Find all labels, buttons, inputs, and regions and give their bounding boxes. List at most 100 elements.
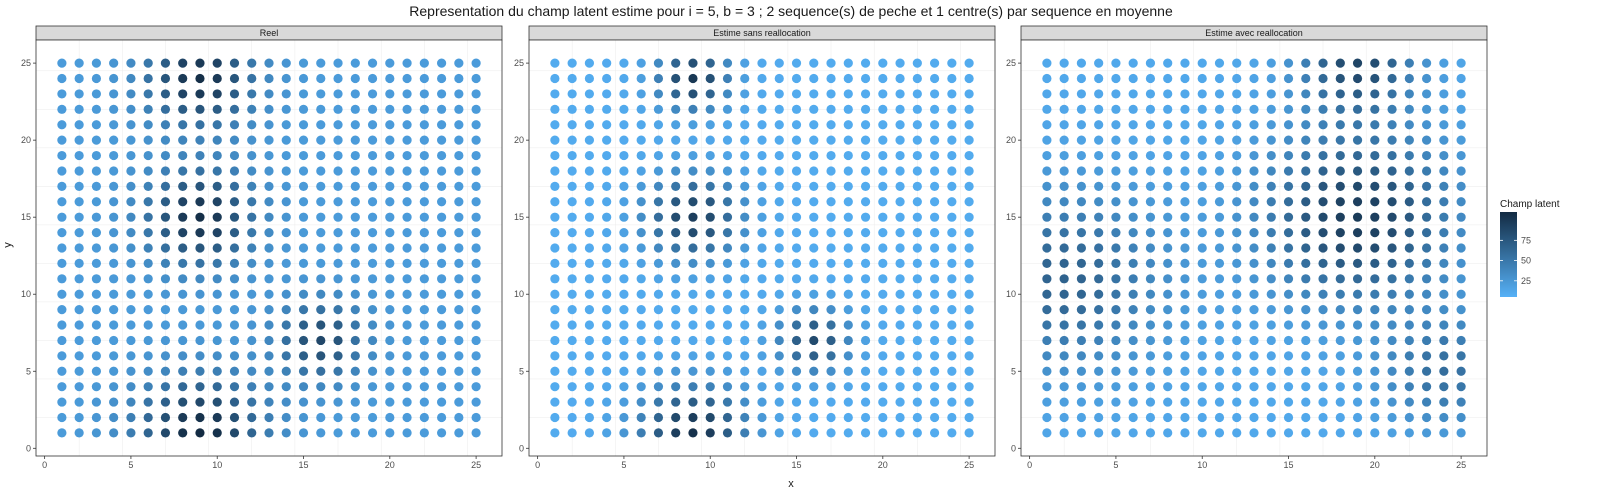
data-point — [860, 135, 871, 145]
data-point — [1335, 258, 1345, 269]
data-point — [195, 397, 205, 407]
data-point — [653, 73, 664, 84]
data-point — [1197, 412, 1207, 423]
data-point — [584, 197, 595, 207]
data-point — [550, 335, 560, 346]
data-point — [1335, 366, 1345, 376]
data-point — [143, 320, 153, 330]
data-point — [436, 274, 447, 284]
data-point — [671, 428, 681, 438]
data-point — [757, 366, 767, 376]
data-point — [436, 150, 447, 161]
data-point — [653, 258, 664, 269]
data-point — [1094, 351, 1104, 361]
data-point — [602, 212, 612, 222]
data-point — [212, 181, 222, 191]
data-point — [757, 258, 767, 269]
data-point — [281, 320, 291, 330]
data-point — [1301, 181, 1311, 191]
data-point — [671, 73, 681, 84]
data-point — [602, 320, 612, 330]
data-point — [316, 73, 326, 84]
data-point — [1180, 258, 1190, 269]
data-point — [212, 150, 222, 161]
data-point — [178, 289, 188, 299]
data-point — [895, 289, 905, 299]
data-point — [1249, 212, 1259, 222]
data-point — [1283, 58, 1294, 68]
data-point — [688, 305, 698, 315]
data-point — [947, 428, 957, 438]
data-point — [91, 397, 102, 407]
data-point — [333, 412, 343, 423]
data-point — [126, 104, 136, 114]
data-point — [143, 197, 153, 207]
y-tick-label: 25 — [1006, 58, 1016, 68]
data-point — [1456, 150, 1466, 161]
data-point — [1456, 351, 1466, 361]
data-point — [705, 274, 715, 284]
data-point — [247, 289, 257, 299]
data-point — [212, 274, 222, 284]
data-point — [1318, 120, 1328, 130]
data-point — [964, 412, 974, 423]
data-point — [126, 382, 136, 392]
data-point — [1370, 135, 1380, 145]
data-point — [1352, 243, 1363, 253]
data-point — [1076, 58, 1087, 68]
data-point — [247, 150, 257, 161]
data-point — [929, 305, 940, 315]
data-point — [809, 397, 819, 407]
data-point — [1352, 197, 1363, 207]
data-point — [1180, 120, 1190, 130]
data-point — [454, 212, 464, 222]
data-point — [1456, 335, 1466, 346]
data-point — [1128, 197, 1138, 207]
data-point — [212, 351, 222, 361]
data-point — [1042, 104, 1052, 114]
data-point — [1111, 258, 1121, 269]
data-point — [688, 212, 698, 222]
data-point — [809, 89, 819, 99]
data-point — [160, 89, 171, 99]
data-point — [791, 181, 802, 191]
data-point — [1076, 289, 1087, 299]
data-point — [471, 428, 481, 438]
data-point — [636, 166, 646, 176]
data-point — [1301, 135, 1311, 145]
data-point — [229, 412, 240, 423]
data-point — [1094, 243, 1104, 253]
data-point — [1111, 289, 1121, 299]
data-point — [350, 212, 360, 222]
data-point — [1128, 305, 1138, 315]
y-tick-label: 20 — [514, 135, 524, 145]
data-point — [550, 351, 560, 361]
data-point — [1059, 335, 1069, 346]
x-tick-label: 25 — [964, 460, 974, 470]
data-point — [1163, 212, 1173, 222]
data-point — [57, 150, 67, 161]
data-point — [912, 212, 922, 222]
x-tick-label: 20 — [1370, 460, 1380, 470]
data-point — [74, 320, 84, 330]
panel-strip-label: Estime avec reallocation — [1205, 28, 1303, 38]
data-point — [1387, 428, 1397, 438]
data-point — [350, 150, 360, 161]
data-point — [1180, 243, 1190, 253]
data-point — [1076, 320, 1087, 330]
data-point — [774, 181, 784, 191]
data-point — [367, 89, 378, 99]
data-point — [619, 412, 629, 423]
data-point — [1456, 274, 1466, 284]
data-point — [1145, 73, 1156, 84]
data-point — [1387, 197, 1397, 207]
data-point — [1180, 412, 1190, 423]
data-point — [1163, 73, 1173, 84]
data-point — [636, 135, 646, 145]
data-point — [947, 135, 957, 145]
data-point — [653, 305, 664, 315]
data-point — [109, 351, 119, 361]
data-point — [584, 212, 595, 222]
data-point — [212, 58, 222, 68]
data-point — [619, 89, 629, 99]
